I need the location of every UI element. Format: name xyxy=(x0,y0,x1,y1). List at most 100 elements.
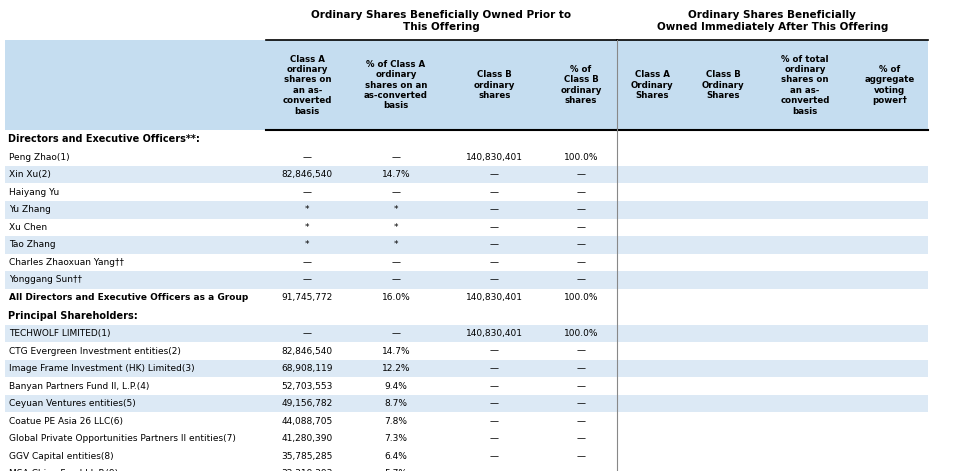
Bar xyxy=(5,306,928,325)
Text: 14.7%: 14.7% xyxy=(382,170,410,179)
Text: 68,908,119: 68,908,119 xyxy=(281,364,333,373)
Text: Class B
Ordinary
Shares: Class B Ordinary Shares xyxy=(702,70,744,100)
Bar xyxy=(5,360,928,377)
Text: —: — xyxy=(490,470,499,471)
Bar xyxy=(5,236,928,254)
Text: —: — xyxy=(577,434,585,443)
Text: 35,785,285: 35,785,285 xyxy=(281,452,333,461)
Text: *: * xyxy=(305,205,310,214)
Text: —: — xyxy=(577,258,585,267)
Text: % of Class A
ordinary
shares on an
as-converted
basis: % of Class A ordinary shares on an as-co… xyxy=(364,60,428,110)
Text: —: — xyxy=(392,329,400,338)
Text: —: — xyxy=(577,276,585,284)
Bar xyxy=(5,447,928,465)
Text: —: — xyxy=(303,153,312,162)
Bar xyxy=(5,465,928,471)
Text: Directors and Executive Officers**:: Directors and Executive Officers**: xyxy=(8,134,200,144)
Text: *: * xyxy=(393,205,398,214)
Text: —: — xyxy=(490,258,499,267)
Text: —: — xyxy=(577,452,585,461)
Text: *: * xyxy=(393,223,398,232)
Text: CTG Evergreen Investment entities(2): CTG Evergreen Investment entities(2) xyxy=(9,347,180,356)
Text: Class A
ordinary
shares on
an as-
converted
basis: Class A ordinary shares on an as- conver… xyxy=(282,55,332,115)
Text: —: — xyxy=(490,452,499,461)
Bar xyxy=(5,342,928,360)
Text: % of
Class B
ordinary
shares: % of Class B ordinary shares xyxy=(560,65,602,105)
Text: 140,830,401: 140,830,401 xyxy=(466,153,523,162)
Text: —: — xyxy=(303,258,312,267)
Bar xyxy=(5,254,928,271)
Bar xyxy=(5,219,928,236)
Bar xyxy=(5,201,928,219)
Bar xyxy=(5,377,928,395)
Text: Xin Xu(2): Xin Xu(2) xyxy=(9,170,51,179)
Text: —: — xyxy=(577,364,585,373)
Text: Image Frame Investment (HK) Limited(3): Image Frame Investment (HK) Limited(3) xyxy=(9,364,195,373)
Text: —: — xyxy=(490,240,499,249)
Text: —: — xyxy=(392,153,400,162)
Text: All Directors and Executive Officers as a Group: All Directors and Executive Officers as … xyxy=(9,293,248,302)
Text: Ceyuan Ventures entities(5): Ceyuan Ventures entities(5) xyxy=(9,399,135,408)
Bar xyxy=(5,40,928,130)
Text: —: — xyxy=(490,417,499,426)
Text: Charles Zhaoxuan Yang††: Charles Zhaoxuan Yang†† xyxy=(9,258,124,267)
Text: 16.0%: 16.0% xyxy=(382,293,410,302)
Text: Ordinary Shares Beneficially
Owned Immediately After This Offering: Ordinary Shares Beneficially Owned Immed… xyxy=(656,10,888,32)
Text: 6.4%: 6.4% xyxy=(385,452,407,461)
Text: 82,846,540: 82,846,540 xyxy=(281,347,333,356)
Text: 140,830,401: 140,830,401 xyxy=(466,329,523,338)
Text: —: — xyxy=(577,170,585,179)
Bar xyxy=(5,184,928,201)
Text: Peng Zhao(1): Peng Zhao(1) xyxy=(9,153,69,162)
Text: Ordinary Shares Beneficially Owned Prior to
This Offering: Ordinary Shares Beneficially Owned Prior… xyxy=(311,10,572,32)
Text: 12.2%: 12.2% xyxy=(382,364,410,373)
Text: —: — xyxy=(490,276,499,284)
Text: Haiyang Yu: Haiyang Yu xyxy=(9,188,59,197)
Text: 14.7%: 14.7% xyxy=(382,347,410,356)
Text: 100.0%: 100.0% xyxy=(564,153,598,162)
Text: % of
aggregate
voting
power†: % of aggregate voting power† xyxy=(865,65,915,105)
Text: —: — xyxy=(577,399,585,408)
Text: 49,156,782: 49,156,782 xyxy=(281,399,333,408)
Text: —: — xyxy=(577,347,585,356)
Text: 5.7%: 5.7% xyxy=(385,470,407,471)
Text: —: — xyxy=(577,223,585,232)
Text: —: — xyxy=(577,417,585,426)
Text: Xu Chen: Xu Chen xyxy=(9,223,47,232)
Text: MSA China Fund I L.P.(9): MSA China Fund I L.P.(9) xyxy=(9,470,118,471)
Text: Tao Zhang: Tao Zhang xyxy=(9,240,56,249)
Bar xyxy=(5,148,928,166)
Text: 44,088,705: 44,088,705 xyxy=(281,417,333,426)
Text: 32,319,393: 32,319,393 xyxy=(281,470,333,471)
Text: % of total
ordinary
shares on
an as-
converted
basis: % of total ordinary shares on an as- con… xyxy=(780,55,830,115)
Text: 82,846,540: 82,846,540 xyxy=(281,170,333,179)
Text: —: — xyxy=(392,188,400,197)
Text: Global Private Opportunities Partners II entities(7): Global Private Opportunities Partners II… xyxy=(9,434,236,443)
Text: —: — xyxy=(392,276,400,284)
Text: *: * xyxy=(305,223,310,232)
Text: *: * xyxy=(393,240,398,249)
Text: Coatue PE Asia 26 LLC(6): Coatue PE Asia 26 LLC(6) xyxy=(9,417,123,426)
Text: Principal Shareholders:: Principal Shareholders: xyxy=(8,310,137,321)
Text: 100.0%: 100.0% xyxy=(564,329,598,338)
Text: Class A
Ordinary
Shares: Class A Ordinary Shares xyxy=(631,70,673,100)
Bar xyxy=(5,413,928,430)
Text: —: — xyxy=(303,329,312,338)
Text: TECHWOLF LIMITED(1): TECHWOLF LIMITED(1) xyxy=(9,329,110,338)
Text: —: — xyxy=(490,399,499,408)
Text: 7.3%: 7.3% xyxy=(385,434,407,443)
Text: —: — xyxy=(392,258,400,267)
Bar xyxy=(5,289,928,306)
Text: —: — xyxy=(490,434,499,443)
Text: —: — xyxy=(490,188,499,197)
Text: 7.8%: 7.8% xyxy=(385,417,407,426)
Bar xyxy=(5,395,928,413)
Text: —: — xyxy=(490,347,499,356)
Text: 41,280,390: 41,280,390 xyxy=(281,434,333,443)
Text: 9.4%: 9.4% xyxy=(385,382,407,390)
Text: 52,703,553: 52,703,553 xyxy=(281,382,333,390)
Text: —: — xyxy=(490,223,499,232)
Bar xyxy=(5,166,928,184)
Text: —: — xyxy=(577,205,585,214)
Text: Yonggang Sun††: Yonggang Sun†† xyxy=(9,276,82,284)
